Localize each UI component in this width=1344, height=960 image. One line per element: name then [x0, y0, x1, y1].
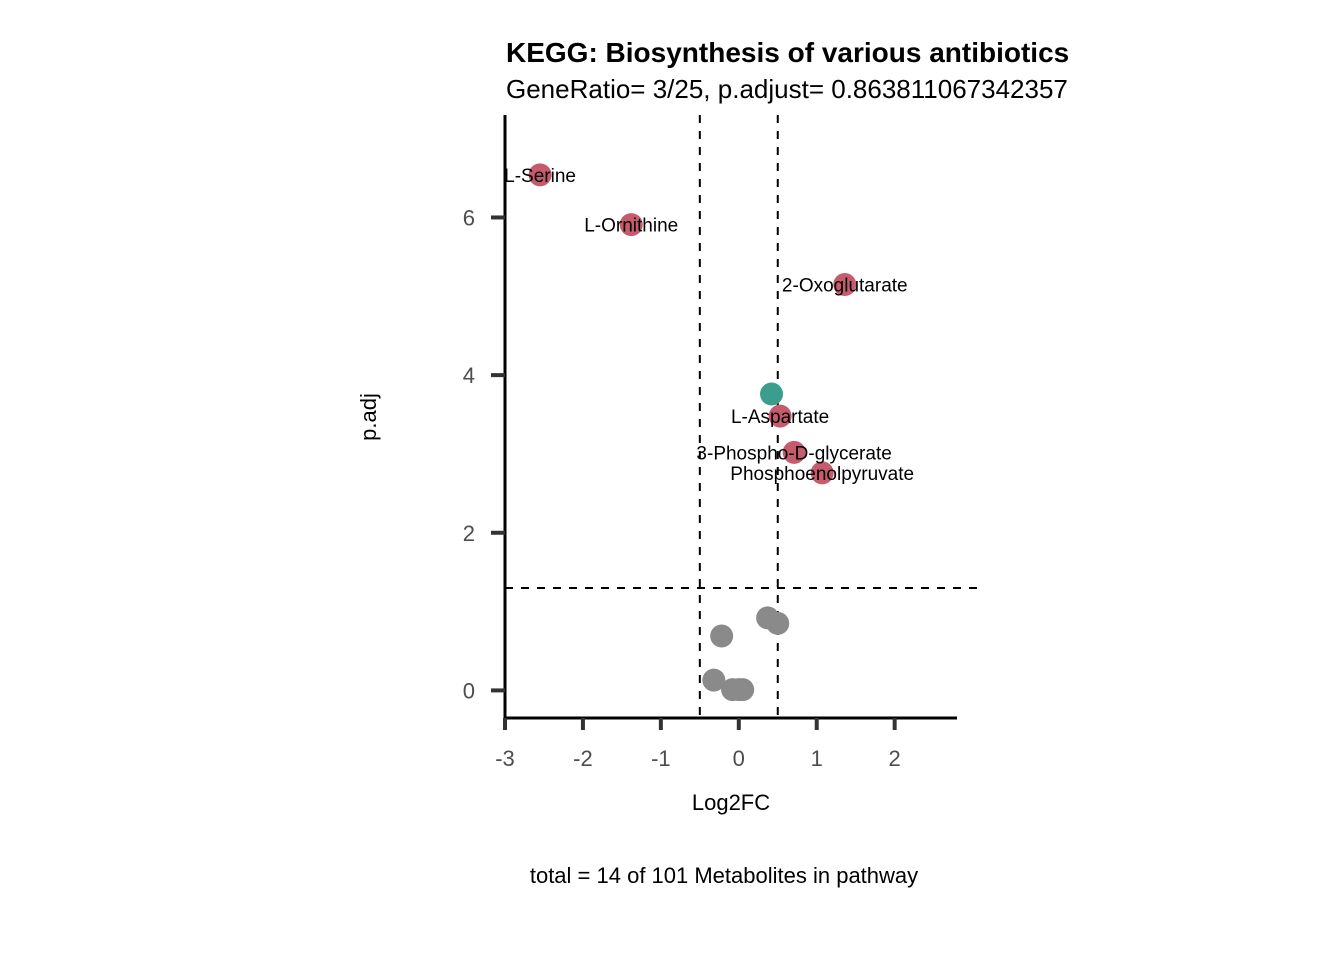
- data-point: [782, 440, 806, 464]
- data-points: [528, 163, 857, 702]
- y-tick-label: 6: [463, 205, 475, 230]
- point-labels: L-Serine L-Ornithine 2-Oxoglutarate L-Aspar…: [504, 166, 914, 485]
- x-tick-label: 1: [811, 746, 823, 771]
- point-label: L-Ornithine: [584, 216, 678, 237]
- point-label: 3-Phospho-D-glycerate: [696, 443, 891, 464]
- axes: -3 -2 -1 0 1 2 0 2 4 6: [463, 115, 957, 771]
- data-point: [766, 611, 790, 635]
- data-point: [810, 461, 834, 485]
- point-label: 2-Oxoglutarate: [782, 275, 908, 296]
- data-point: [731, 678, 755, 702]
- data-point: [768, 404, 792, 428]
- point-label: L-Serine: [504, 166, 576, 187]
- point-label: Phosphoenolpyruvate: [730, 464, 914, 485]
- data-point: [710, 624, 734, 648]
- y-tick-label: 2: [463, 521, 475, 546]
- y-tick-label: 0: [463, 678, 475, 703]
- data-point: [619, 213, 643, 237]
- data-point: [833, 272, 857, 296]
- x-tick-label: -1: [651, 746, 671, 771]
- y-axis-title: p.adj: [356, 393, 381, 441]
- data-point: [528, 163, 552, 187]
- y-tick-label: 4: [463, 363, 475, 388]
- chart-title: KEGG: Biosynthesis of various antibiotic…: [506, 37, 1069, 68]
- chart-caption: total = 14 of 101 Metabolites in pathway: [530, 863, 918, 888]
- x-tick-label: -3: [495, 746, 515, 771]
- x-tick-label: 2: [889, 746, 901, 771]
- x-axis-title: Log2FC: [692, 790, 770, 815]
- chart-subtitle: GeneRatio= 3/25, p.adjust= 0.86381106734…: [506, 74, 1068, 104]
- point-label: L-Aspartate: [731, 407, 829, 428]
- x-tick-label: 0: [733, 746, 745, 771]
- data-point: [702, 668, 726, 692]
- x-tick-label: -2: [573, 746, 593, 771]
- data-point: [760, 382, 784, 406]
